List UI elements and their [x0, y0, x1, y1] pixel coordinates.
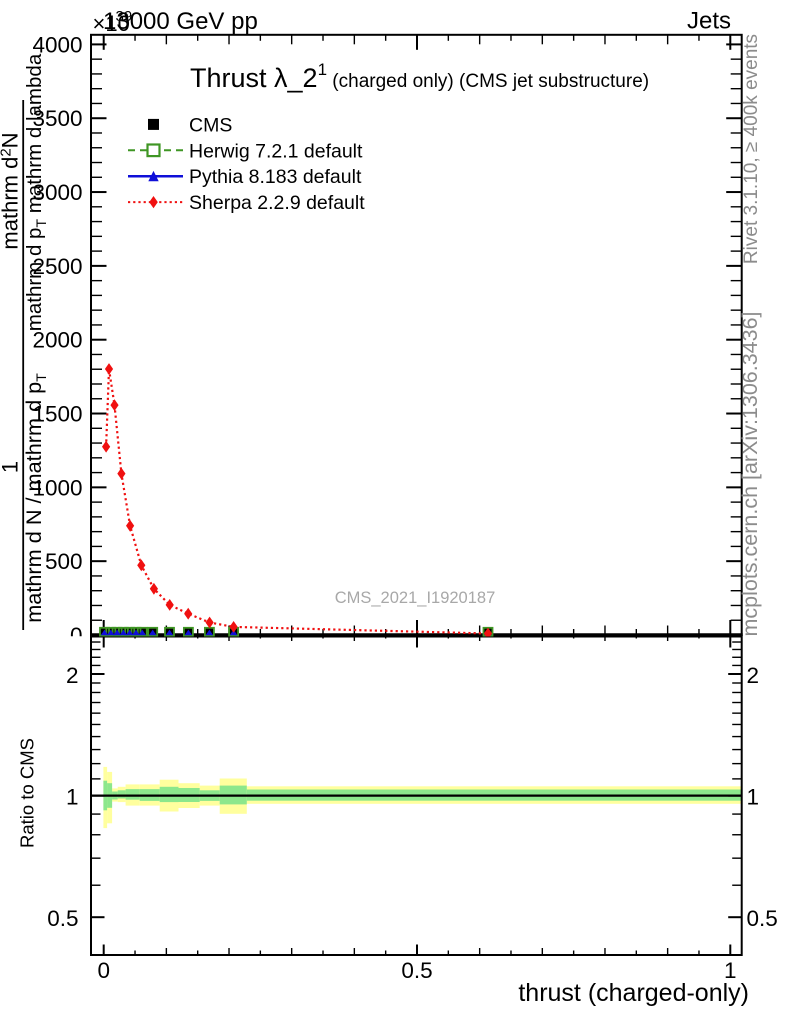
- svg-text:1000: 1000: [32, 475, 82, 500]
- svg-text:CMS_2021_I1920187: CMS_2021_I1920187: [335, 589, 496, 607]
- svg-text:1: 1: [0, 461, 23, 473]
- svg-text:thrust (charged-only): thrust (charged-only): [518, 979, 749, 1007]
- svg-text:Sherpa 2.2.9 default: Sherpa 2.2.9 default: [189, 192, 365, 214]
- svg-text:mathrm d pT mathrm d lambda: mathrm d pT mathrm d lambda: [23, 53, 49, 331]
- svg-text:mcplots.cern.ch [arXiv:1306.34: mcplots.cern.ch [arXiv:1306.3436]: [738, 311, 762, 636]
- svg-text:1500: 1500: [32, 402, 82, 427]
- svg-text:0: 0: [70, 623, 83, 648]
- svg-text:2500: 2500: [32, 254, 82, 279]
- svg-text:Jets: Jets: [687, 8, 731, 35]
- svg-text:Pythia 8.183 default: Pythia 8.183 default: [189, 166, 362, 188]
- svg-text:1: 1: [747, 785, 760, 810]
- svg-text:mathrm d2N: mathrm d2N: [0, 132, 23, 249]
- svg-text:Ratio to CMS: Ratio to CMS: [17, 738, 38, 848]
- svg-text:0.5: 0.5: [47, 906, 78, 931]
- svg-text:Rivet 3.1.10, ≥ 400k events: Rivet 3.1.10, ≥ 400k events: [741, 34, 762, 264]
- svg-text:1: 1: [724, 958, 737, 983]
- svg-text:2: 2: [66, 663, 79, 688]
- svg-text:3500: 3500: [32, 106, 82, 131]
- svg-text:39: 39: [116, 8, 133, 25]
- svg-text:1: 1: [66, 785, 79, 810]
- svg-text:500: 500: [45, 549, 83, 574]
- svg-text:2000: 2000: [32, 328, 82, 353]
- svg-text:×10: ×10: [93, 11, 130, 36]
- svg-text:4000: 4000: [32, 32, 82, 57]
- svg-text:0.5: 0.5: [747, 906, 778, 931]
- svg-text:2: 2: [747, 663, 760, 688]
- svg-text:13000 GeV pp: 13000 GeV pp: [103, 8, 258, 35]
- svg-text:CMS: CMS: [189, 114, 232, 136]
- svg-text:Thrust λ_21 (charged only) (CM: Thrust λ_21 (charged only) (CMS jet subs…: [190, 60, 649, 93]
- svg-text:0.5: 0.5: [401, 958, 432, 983]
- svg-text:Herwig 7.2.1 default: Herwig 7.2.1 default: [189, 140, 363, 162]
- svg-text:mathrm d N / mathrm d pT: mathrm d N / mathrm d pT: [21, 373, 49, 623]
- svg-text:0: 0: [97, 958, 110, 983]
- svg-text:3000: 3000: [32, 180, 82, 205]
